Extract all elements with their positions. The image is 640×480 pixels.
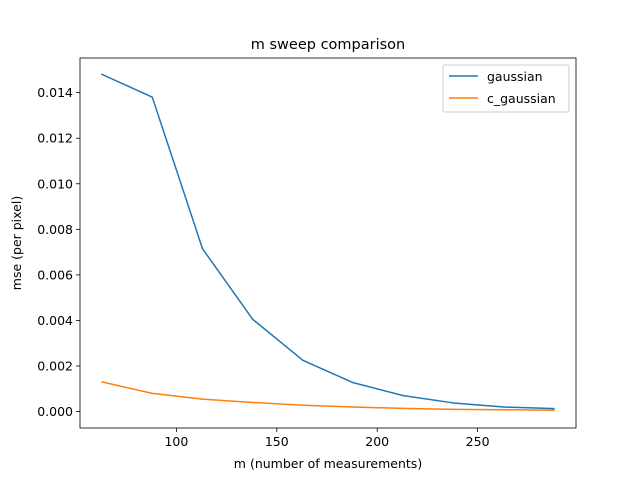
y-axis-label: mse (per pixel): [9, 196, 24, 290]
y-tick-label: 0.010: [37, 176, 73, 191]
x-axis-ticks: 100 150 200 250: [164, 428, 490, 449]
data-point-gaussian: [101, 73, 103, 76]
y-tick-label: 0.012: [37, 131, 73, 146]
series-line-c-gaussian: [101, 381, 555, 411]
data-point-gaussian: [201, 247, 204, 250]
y-tick-label: 0.006: [37, 267, 73, 282]
data-point-gaussian: [251, 318, 254, 321]
data-point-c-gaussian: [302, 404, 304, 406]
plot-area: [80, 58, 576, 428]
data-point-gaussian: [553, 407, 555, 410]
data-point-c-gaussian: [151, 392, 154, 395]
y-tick-label: 0.004: [37, 313, 73, 328]
data-point-c-gaussian: [352, 406, 354, 408]
y-tick-label: 0.000: [37, 404, 73, 419]
y-axis-ticks: 0.000 0.002 0.004 0.006 0.008 0.010 0.012 0.014: [37, 85, 80, 419]
legend-label-c-gaussian: c_gaussian: [487, 91, 556, 106]
x-axis-label: m (number of measurements): [234, 456, 422, 471]
data-point-gaussian: [352, 381, 354, 384]
legend-label-gaussian: gaussian: [487, 69, 543, 84]
x-tick-label: 250: [466, 434, 490, 449]
data-point-c-gaussian: [553, 409, 555, 411]
plot-frame: [79, 57, 577, 429]
data-point-gaussian: [302, 359, 304, 362]
x-tick-label: 100: [164, 434, 188, 449]
x-tick-label: 200: [365, 434, 389, 449]
y-tick-label: 0.002: [37, 359, 73, 374]
y-tick-label: 0.014: [37, 85, 73, 100]
data-point-gaussian: [502, 406, 505, 408]
data-point-gaussian: [402, 394, 405, 397]
data-point-c-gaussian: [502, 409, 505, 411]
data-point-c-gaussian: [251, 401, 254, 404]
data-point-c-gaussian: [402, 407, 405, 410]
data-point-gaussian: [452, 402, 455, 404]
legend: gaussian c_gaussian: [442, 64, 570, 113]
series-line-gaussian: [101, 73, 555, 410]
data-point-c-gaussian: [101, 381, 103, 383]
data-point-c-gaussian: [201, 398, 204, 400]
y-tick-label: 0.008: [37, 222, 73, 237]
data-point-gaussian: [151, 96, 154, 98]
series-layer: [101, 73, 555, 411]
chart-title: m sweep comparison: [251, 37, 405, 53]
x-tick-label: 150: [265, 434, 289, 449]
data-point-c-gaussian: [452, 408, 455, 411]
